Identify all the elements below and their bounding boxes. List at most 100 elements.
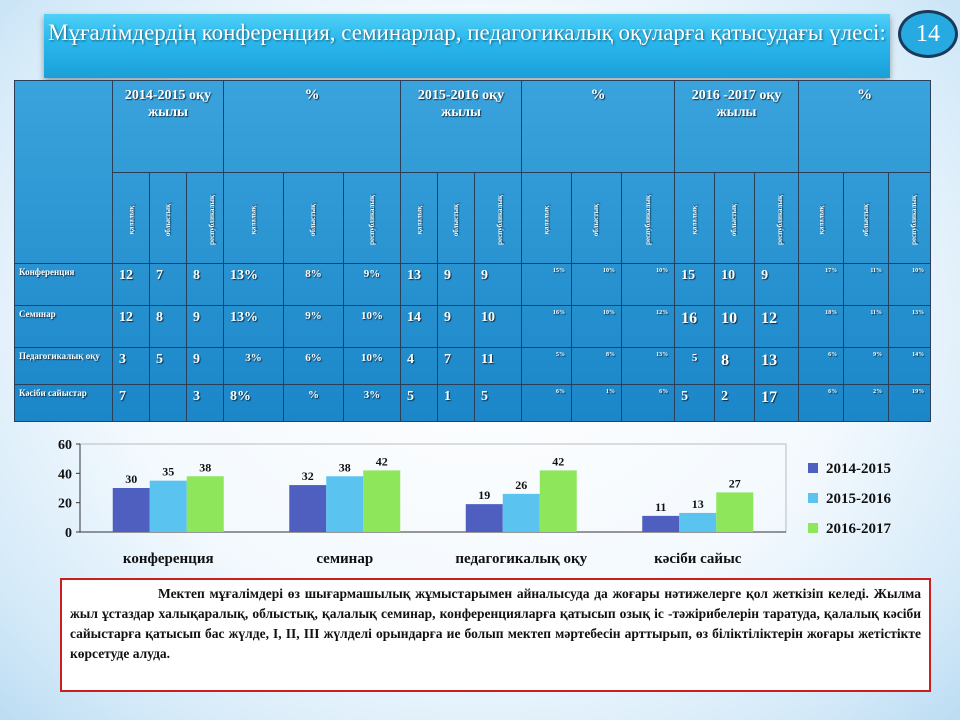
table-cell: 8 — [185, 263, 225, 306]
bar-value-label: 42 — [552, 454, 564, 468]
table-cell: 9% — [343, 263, 402, 306]
row-label: Конференция — [14, 263, 113, 306]
bar-value-label: 13 — [692, 497, 704, 511]
subheader-cell: облыстық — [714, 172, 756, 264]
table-cell: 9 — [437, 305, 476, 348]
subheader-label: қалалық — [542, 205, 551, 235]
bar — [326, 476, 364, 532]
y-tick-label: 0 — [65, 526, 72, 541]
table-cell: 5 — [474, 384, 523, 422]
table-cell: 13% — [223, 305, 285, 348]
table-cell: 7 — [112, 384, 150, 422]
subheader-cell: республикалық — [754, 172, 800, 264]
description-text: Мектеп мұғалімдері өз шығармашылық жұмыс… — [60, 578, 931, 692]
legend-swatch — [808, 463, 818, 473]
table-cell: 8% — [223, 384, 285, 422]
category-label: кәсіби сайыс — [654, 551, 742, 567]
table-cell: 2 — [714, 384, 756, 422]
bar-chart: 0 20 40 60 30 35 38 конференция 32 38 42 семинар 19 2… — [58, 438, 891, 567]
table-cell: 8 — [714, 347, 756, 385]
table-cell: 9% — [283, 305, 345, 348]
table-cell: 6% — [621, 384, 676, 422]
table-cell: % — [283, 384, 345, 422]
row-label: Кәсіби сайыстар — [14, 384, 113, 422]
legend-swatch — [808, 523, 818, 533]
category-label: семинар — [316, 551, 373, 567]
legend-label: 2014-2015 — [826, 461, 891, 477]
bar-value-label: 32 — [302, 469, 314, 483]
bar-value-label: 27 — [729, 476, 741, 490]
table-cell: 8 — [149, 305, 187, 348]
table-cell: 10% — [888, 263, 932, 306]
table-cell: 5 — [674, 384, 716, 422]
category-label: конференция — [123, 551, 214, 567]
table-cell: 9 — [437, 263, 476, 306]
y-tick-label: 60 — [58, 438, 72, 453]
table-cell: 13% — [888, 305, 932, 348]
table-cell: 1 — [437, 384, 476, 422]
subheader-label: облыстық — [862, 203, 871, 237]
table-cell: 10% — [621, 263, 676, 306]
table-cell: 9 — [474, 263, 523, 306]
table-cell: 8% — [283, 263, 345, 306]
subheader-label: республикалық — [909, 195, 918, 245]
table-cell: 12% — [621, 305, 676, 348]
bar-value-label: 35 — [162, 465, 174, 479]
bar — [679, 512, 717, 532]
bar-value-label: 38 — [199, 460, 211, 474]
subheader-cell: қалалық — [521, 172, 573, 264]
subheader-label: республикалық — [495, 195, 504, 245]
table-cell: 3 — [185, 384, 225, 422]
subheader-label: қалалық — [126, 205, 135, 235]
table-cell: 14 — [400, 305, 439, 348]
legend-swatch — [808, 493, 818, 503]
table-cell: 9 — [754, 263, 800, 306]
slide-title: Мұғалімдердің конференция, семинарлар, п… — [44, 14, 890, 78]
table-cell: 5 — [674, 347, 716, 385]
subheader-label: облыстық — [452, 203, 461, 237]
table-cell: 9 — [185, 347, 225, 385]
table-cell: 10 — [714, 263, 756, 306]
table-cell: 7 — [149, 263, 187, 306]
subheader-label: облыстық — [592, 203, 601, 237]
subheader-cell: қалалық — [112, 172, 150, 264]
bar — [502, 493, 540, 532]
subheader-cell: облыстық — [437, 172, 476, 264]
table-cell: 16% — [521, 305, 573, 348]
table-cell: 12 — [112, 263, 150, 306]
subheader-label: республикалық — [644, 195, 653, 245]
subheader-label: қалалық — [690, 205, 699, 235]
bar-value-label: 11 — [655, 500, 666, 514]
table-cell: 6% — [521, 384, 573, 422]
bar-value-label: 30 — [125, 472, 137, 486]
table-cell: 15% — [521, 263, 573, 306]
percent-header: % — [798, 80, 932, 173]
table-cell: 5 — [149, 347, 187, 385]
table-cell: 6% — [798, 347, 845, 385]
table-cell: 11% — [843, 263, 890, 306]
subheader-label: облыстық — [163, 203, 172, 237]
bar-value-label: 38 — [339, 460, 351, 474]
bar-value-label: 26 — [515, 478, 527, 492]
table-cell: 16 — [674, 305, 716, 348]
row-label: Педагогикалық оқу — [14, 347, 113, 385]
percent-header: % — [521, 80, 676, 173]
table-cell: 7 — [437, 347, 476, 385]
table-cell: 15 — [674, 263, 716, 306]
table-cell: 10% — [571, 305, 623, 348]
subheader-label: қалалық — [415, 205, 424, 235]
bar — [465, 504, 503, 532]
bar — [716, 492, 754, 532]
table-cell: 11% — [843, 305, 890, 348]
table-cell: 6% — [798, 384, 845, 422]
bar — [642, 515, 680, 532]
subheader-cell: республикалық — [185, 172, 225, 264]
bar-value-label: 19 — [478, 488, 490, 502]
table-cell: 12 — [112, 305, 150, 348]
subheader-label: республикалық — [207, 195, 216, 245]
subheader-cell: облыстық — [843, 172, 890, 264]
row-label: Семинар — [14, 305, 113, 348]
legend-label: 2015-2016 — [826, 491, 891, 507]
table-cell: 10 — [714, 305, 756, 348]
subheader-label: республикалық — [368, 195, 377, 245]
